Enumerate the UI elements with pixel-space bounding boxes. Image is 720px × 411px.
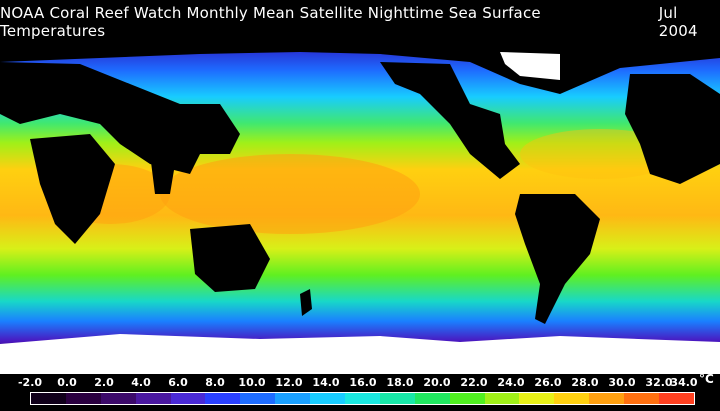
- colorbar-swatch: [275, 393, 311, 404]
- colorbar-swatch: [624, 393, 660, 404]
- south-america-landmass: [515, 194, 600, 324]
- colorbar-label: 10.0: [238, 376, 266, 389]
- colorbar-unit: °C: [699, 372, 714, 386]
- north-america-landmass: [380, 62, 520, 179]
- date-label: Jul 2004: [658, 4, 698, 40]
- colorbar-swatch: [170, 393, 206, 404]
- colorbar-swatch: [65, 393, 101, 404]
- sst-map: [0, 44, 720, 374]
- colorbar-swatch: [659, 393, 694, 404]
- colorbar-label: 18.0: [386, 376, 414, 389]
- colorbar-label: 28.0: [571, 376, 599, 389]
- colorbar-swatch: [100, 393, 136, 404]
- colorbar-label: 2.0: [94, 376, 114, 389]
- colorbar-label: 32.0: [645, 376, 673, 389]
- colorbar-swatch: [205, 393, 241, 404]
- colorbar: [30, 392, 695, 405]
- india-landmass: [150, 154, 175, 194]
- colorbar-label: 20.0: [423, 376, 451, 389]
- colorbar-label: 16.0: [349, 376, 377, 389]
- africa-landmass: [30, 134, 115, 244]
- colorbar-label: 0.0: [57, 376, 77, 389]
- greenland-ice: [500, 52, 560, 80]
- colorbar-labels: -2.0 0.0 2.0 4.0 6.0 8.0 10.0 12.0 14.0 …: [0, 374, 720, 392]
- colorbar-swatch: [379, 393, 415, 404]
- australia-landmass: [190, 224, 270, 292]
- colorbar-label: 8.0: [205, 376, 225, 389]
- colorbar-label: 12.0: [275, 376, 303, 389]
- colorbar-label: 22.0: [460, 376, 488, 389]
- antarctic-ice: [0, 334, 720, 374]
- colorbar-swatch: [310, 393, 346, 404]
- west-pacific-warm-pool: [160, 154, 420, 234]
- new-zealand-landmass: [300, 289, 312, 316]
- colorbar-swatch: [554, 393, 590, 404]
- colorbar-swatch: [519, 393, 555, 404]
- colorbar-swatch: [414, 393, 450, 404]
- map-title: NOAA Coral Reef Watch Monthly Mean Satel…: [0, 0, 720, 44]
- colorbar-label: -2.0: [17, 376, 43, 389]
- eurasia-landmass: [0, 62, 240, 174]
- colorbar-label: 24.0: [497, 376, 525, 389]
- colorbar-swatch: [240, 393, 276, 404]
- colorbar-swatch: [135, 393, 171, 404]
- colorbar-swatch: [345, 393, 380, 404]
- colorbar-swatch: [484, 393, 520, 404]
- europe-africa-east-landmass: [625, 74, 720, 184]
- colorbar-label: 30.0: [608, 376, 636, 389]
- colorbar-label: 14.0: [312, 376, 340, 389]
- colorbar-label: 26.0: [534, 376, 562, 389]
- colorbar-label: 34.0: [670, 376, 698, 389]
- colorbar-swatch: [449, 393, 485, 404]
- colorbar-swatch: [589, 393, 625, 404]
- colorbar-label: 4.0: [131, 376, 151, 389]
- title-text: NOAA Coral Reef Watch Monthly Mean Satel…: [0, 4, 541, 40]
- colorbar-swatch: [31, 393, 66, 404]
- colorbar-label: 6.0: [168, 376, 188, 389]
- sst-map-canvas: [0, 44, 720, 374]
